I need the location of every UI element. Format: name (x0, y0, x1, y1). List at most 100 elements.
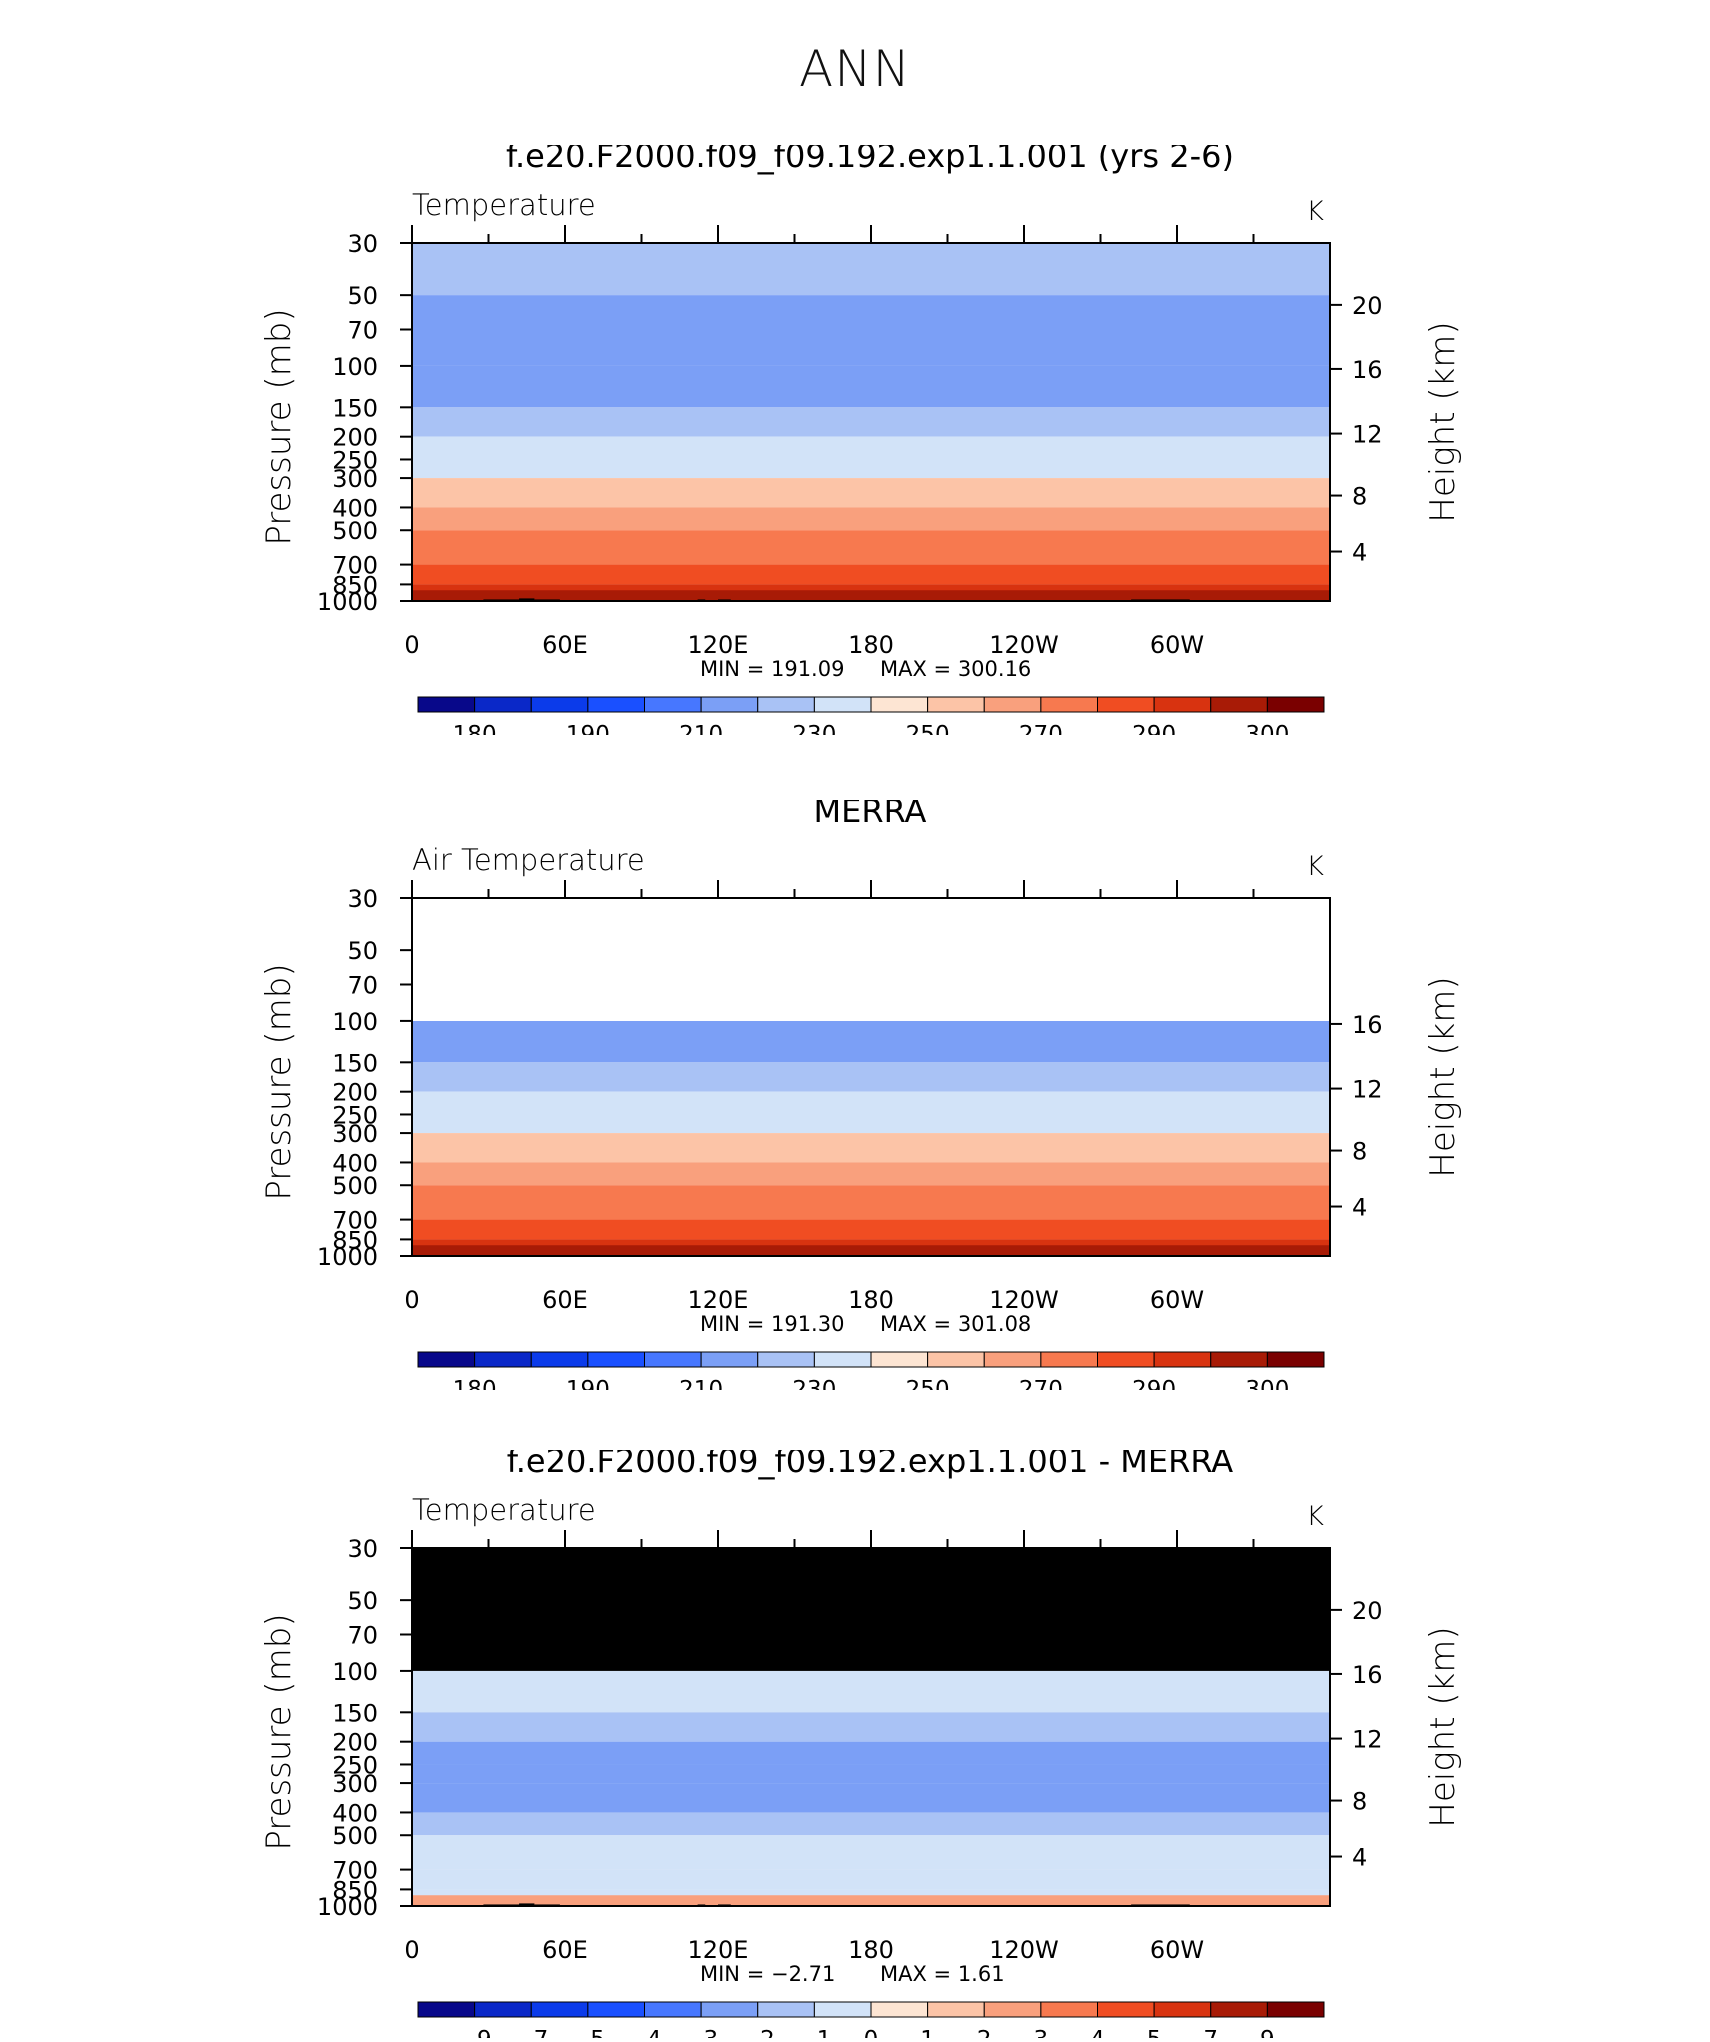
y-tick-label: 50 (347, 282, 378, 310)
colorbar-label: −5 (571, 2027, 605, 2038)
y-right-tick-label: 4 (1352, 1844, 1367, 1872)
colorbar-cell (1097, 696, 1155, 713)
colorbar-label: 300 (1245, 1377, 1289, 1390)
y-tick-label: 250 (332, 1101, 378, 1129)
colorbar-cell (813, 696, 872, 713)
y-tick-label: 400 (332, 1149, 378, 1177)
colorbar-cell (757, 2001, 815, 2018)
y-tick-label: 150 (332, 394, 378, 422)
contour-band (412, 1670, 1330, 1713)
variable-label: Temperature (412, 188, 596, 222)
colorbar-cell (1210, 2001, 1268, 2018)
colorbar-cell (1040, 1351, 1098, 1368)
variable-label: Air Temperature (412, 843, 645, 877)
x-tick-label: 120W (989, 631, 1059, 659)
colorbar-cell (1153, 2001, 1212, 2018)
colorbar-label: 230 (792, 1377, 836, 1390)
colorbar-cell (587, 696, 645, 713)
colorbar-label: −3 (684, 2027, 718, 2038)
y-tick-label: 400 (332, 494, 378, 522)
y-tick-label: 200 (332, 1729, 378, 1757)
y-tick-label: 150 (332, 1699, 378, 1727)
colorbar-cell (1040, 696, 1098, 713)
colorbar-cell (983, 1351, 1042, 1368)
colorbar-cell (757, 1351, 815, 1368)
colorbar-label: −2 (741, 2027, 775, 2038)
colorbar-cell (644, 2001, 702, 2018)
colorbar-cell (870, 696, 929, 713)
y-right-tick-label: 12 (1352, 1076, 1383, 1104)
contour-band (412, 1712, 1330, 1742)
colorbar-label: 290 (1132, 1377, 1176, 1390)
contour-band (412, 1219, 1330, 1240)
y-tick-label: 500 (332, 1172, 378, 1200)
y-tick-label: 200 (332, 424, 378, 452)
y-right-tick-label: 8 (1352, 1138, 1367, 1166)
topography-block (519, 598, 535, 601)
y-tick-label: 500 (332, 517, 378, 545)
colorbar-label: 270 (1019, 722, 1063, 735)
colorbar-cell (870, 1351, 929, 1368)
y-tick-label: 400 (332, 1799, 378, 1827)
max-label: MAX = 300.16 (880, 657, 1031, 681)
y-right-tick-label: 20 (1352, 292, 1383, 320)
y-right-axis-title: Height (km) (1423, 321, 1463, 522)
colorbar-cell (1097, 2001, 1155, 2018)
colorbar-cell (474, 696, 532, 713)
x-tick-label: 120E (688, 631, 749, 659)
chart-panel-3: f.e20.F2000.f09_f09.192.exp1.1.001 - MER… (259, 1442, 1463, 2042)
contour-band (412, 507, 1330, 531)
y-tick-label: 250 (332, 446, 378, 474)
contour-band (412, 530, 1330, 565)
colorbar-label: 5 (1147, 2027, 1162, 2038)
contour-band (412, 1741, 1330, 1765)
colorbar-cell (927, 2001, 985, 2018)
colorbar-cell (983, 696, 1042, 713)
colorbar-label: −4 (628, 2027, 662, 2038)
colorbar-cell (587, 1351, 645, 1368)
colorbar-cell (813, 2001, 872, 2018)
units-label: K (1306, 196, 1324, 227)
contour-band (412, 1162, 1330, 1186)
y-tick-label: 70 (347, 317, 378, 345)
y-right-tick-label: 4 (1352, 1194, 1367, 1222)
colorbar-label: 270 (1019, 1377, 1063, 1390)
y-tick-label: 700 (332, 1857, 378, 1885)
contour-band (412, 1020, 1330, 1063)
contour-band (412, 478, 1330, 508)
contour-band (412, 436, 1330, 460)
y-right-axis-title: Height (km) (1423, 976, 1463, 1177)
contour-band (412, 295, 1330, 330)
contour-band (412, 1869, 1330, 1890)
y-right-tick-label: 4 (1352, 539, 1367, 567)
colorbar-cell (417, 1351, 476, 1368)
colorbar-cell (700, 696, 759, 713)
x-tick-label: 180 (848, 1286, 894, 1314)
colorbar-label: 0 (864, 2027, 879, 2038)
y-tick-label: 30 (347, 885, 378, 913)
contour-band (412, 1812, 1330, 1836)
colorbar-label: 300 (1245, 722, 1289, 735)
colorbar-label: −1 (797, 2027, 831, 2038)
colorbar-cell (1153, 696, 1212, 713)
contour-band (412, 1764, 1330, 1784)
y-tick-label: 100 (332, 353, 378, 381)
y-tick-label: 500 (332, 1822, 378, 1850)
y-tick-label: 100 (332, 1658, 378, 1686)
y-tick-label: 1000 (317, 1243, 378, 1271)
colorbar-cell (927, 696, 985, 713)
x-tick-label: 0 (404, 631, 419, 659)
colorbar-label: 210 (679, 1377, 723, 1390)
units-label: K (1306, 1501, 1324, 1532)
contour-band (412, 365, 1330, 408)
colorbar-cell (1040, 2001, 1098, 2018)
colorbar-cell (1210, 696, 1268, 713)
colorbar-cell (1210, 1351, 1268, 1368)
colorbar-label: 3 (1034, 2027, 1049, 2038)
colorbar-cell (417, 696, 476, 713)
contour-band (412, 1895, 1330, 1906)
colorbar-label: 290 (1132, 722, 1176, 735)
y-right-tick-label: 8 (1352, 483, 1367, 511)
panel-model: f.e20.F2000.f09_f09.192.exp1.1.001 (yrs … (0, 137, 1710, 748)
colorbar-cell (1153, 1351, 1212, 1368)
